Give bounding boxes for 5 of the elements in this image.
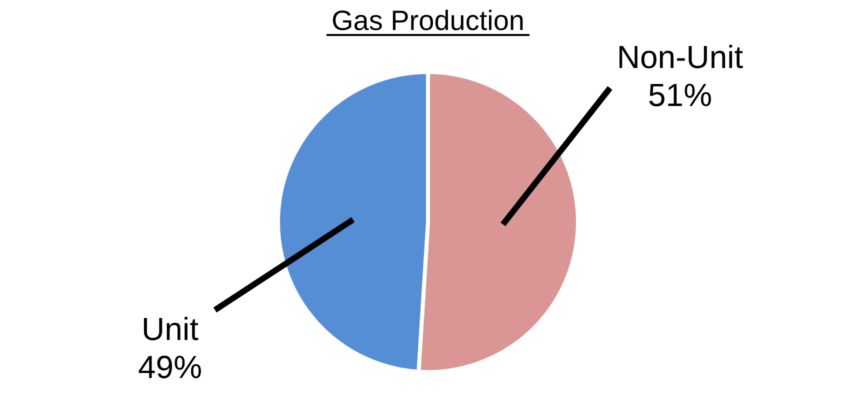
- slice-label: Unit: [142, 311, 199, 347]
- chart-title: Gas Production: [332, 5, 524, 36]
- data-label: 49%: [138, 349, 202, 385]
- slice-label: Non-Unit: [616, 39, 744, 75]
- data-label: 51%: [648, 77, 712, 113]
